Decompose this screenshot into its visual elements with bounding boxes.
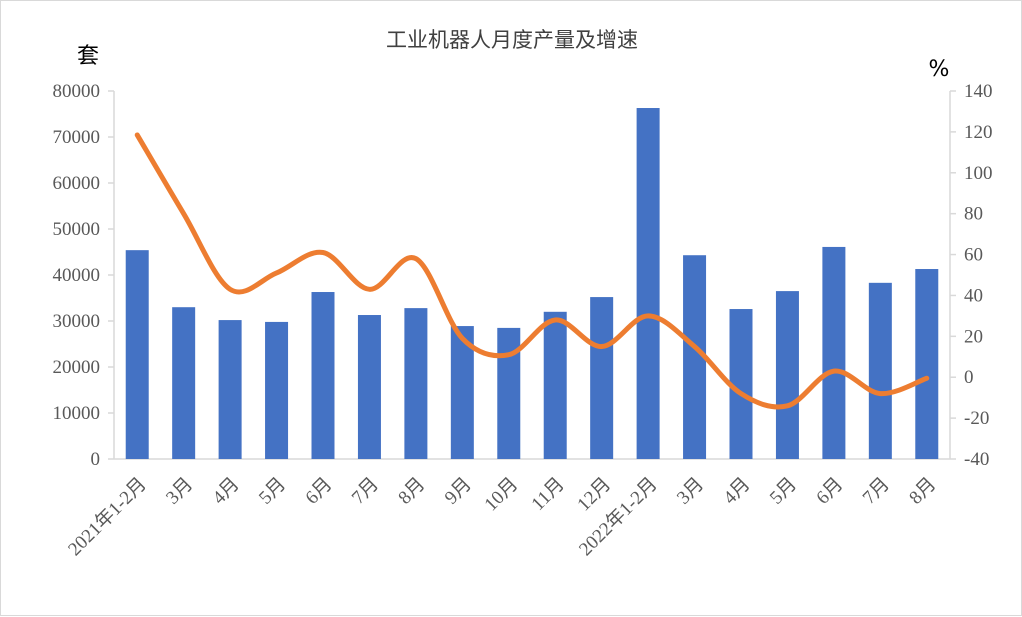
right-tick-label: 60 (964, 245, 983, 266)
x-tick-label: 6月 (302, 474, 337, 509)
bar-17 (915, 269, 938, 459)
left-tick-label: 60000 (53, 173, 101, 194)
right-tick-label: 120 (964, 122, 993, 143)
bar-6 (404, 308, 427, 459)
right-axis-unit: % (929, 57, 950, 82)
left-tick-label: 70000 (53, 127, 101, 148)
x-tick-label: 7月 (348, 474, 383, 509)
left-tick-label: 40000 (53, 265, 101, 286)
x-tick-label: 5月 (766, 474, 801, 509)
x-tick-label: 8月 (905, 474, 940, 509)
x-tick-label: 8月 (394, 474, 429, 509)
bar-11 (637, 108, 660, 459)
bar-16 (869, 283, 892, 459)
x-tick-label: 6月 (812, 474, 847, 509)
right-tick-label: -40 (964, 449, 989, 470)
x-tick-label: 4月 (720, 474, 755, 509)
x-tick-label: 7月 (859, 474, 894, 509)
x-tick-label: 3月 (673, 474, 708, 509)
left-axis-unit: 套 (77, 44, 99, 69)
chart-title: 工业机器人月度产量及增速 (386, 28, 638, 52)
bar-5 (358, 315, 381, 459)
x-tick-label: 2021年1-2月 (64, 473, 151, 560)
right-tick-label: 100 (964, 163, 993, 184)
left-tick-label: 50000 (53, 219, 101, 240)
left-tick-label: 10000 (53, 403, 101, 424)
growth-line (137, 135, 927, 407)
left-tick-label: 20000 (53, 357, 101, 378)
bar-10 (590, 297, 613, 459)
right-tick-label: 40 (964, 285, 983, 306)
bar-8 (497, 328, 520, 459)
bar-2 (219, 320, 242, 459)
x-tick-label: 3月 (162, 474, 197, 509)
right-tick-label: 140 (964, 81, 993, 102)
right-tick-label: -20 (964, 408, 989, 429)
right-tick-label: 80 (964, 204, 983, 225)
bar-9 (544, 312, 567, 459)
bar-15 (822, 247, 845, 459)
bar-14 (776, 291, 799, 459)
right-tick-label: 20 (964, 326, 983, 347)
right-tick-label: 0 (964, 367, 974, 388)
x-tick-label: 4月 (209, 474, 244, 509)
x-tick-label: 10月 (481, 474, 523, 516)
x-tick-label: 11月 (528, 474, 569, 515)
x-tick-label: 9月 (441, 474, 476, 509)
left-tick-label: 30000 (53, 311, 101, 332)
left-tick-label: 0 (91, 449, 101, 470)
x-tick-label: 5月 (255, 474, 290, 509)
bar-1 (172, 307, 195, 459)
left-tick-label: 80000 (53, 81, 101, 102)
bar-0 (126, 250, 149, 459)
x-tick-label: 12月 (573, 474, 615, 516)
bar-3 (265, 322, 288, 459)
bar-4 (312, 292, 335, 459)
